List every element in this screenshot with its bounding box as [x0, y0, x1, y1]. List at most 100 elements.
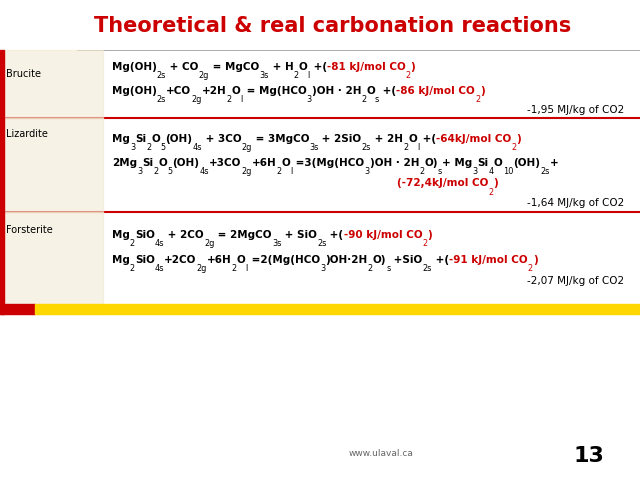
Text: O: O [151, 133, 160, 144]
Text: -86 kJ/mol CO: -86 kJ/mol CO [396, 85, 475, 96]
Text: www.ulaval.ca: www.ulaval.ca [348, 449, 413, 458]
Text: -81 kJ/mol CO: -81 kJ/mol CO [326, 61, 405, 72]
Text: SiO: SiO [135, 254, 155, 264]
Text: + SiO: + SiO [281, 229, 317, 240]
Text: 2g: 2g [241, 143, 252, 152]
Text: 2: 2 [130, 264, 135, 273]
Text: O: O [282, 157, 291, 168]
Bar [4, 50, 103, 118]
Text: 3: 3 [365, 167, 370, 176]
Text: 2s: 2s [157, 71, 166, 80]
Text: (OH): (OH) [165, 133, 192, 144]
Text: 2s: 2s [540, 167, 549, 176]
Text: ): ) [533, 254, 538, 264]
Text: 5: 5 [167, 167, 172, 176]
Text: -1,64 MJ/kg of CO2: -1,64 MJ/kg of CO2 [527, 198, 624, 207]
Text: +CO: +CO [166, 85, 191, 96]
Text: -90 kJ/mol CO: -90 kJ/mol CO [344, 229, 422, 240]
Text: 13: 13 [573, 446, 604, 466]
Bar [4, 212, 103, 314]
Text: + 3CO: + 3CO [202, 133, 241, 144]
Text: 2: 2 [475, 95, 480, 104]
Text: 2: 2 [146, 143, 151, 152]
Text: +(: +( [432, 254, 449, 264]
Text: Si: Si [477, 157, 488, 168]
Text: l: l [246, 264, 248, 273]
Text: 2: 2 [422, 239, 428, 248]
Text: O): O) [424, 157, 438, 168]
Text: O: O [237, 254, 246, 264]
Text: SiO: SiO [135, 229, 155, 240]
Text: 3s: 3s [259, 71, 269, 80]
Text: 2: 2 [403, 143, 408, 152]
Text: ): ) [428, 229, 432, 240]
Text: 2: 2 [154, 167, 159, 176]
Text: 2: 2 [488, 188, 493, 197]
Text: 2g: 2g [241, 167, 252, 176]
Text: O: O [366, 85, 375, 96]
Text: -2,07 MJ/kg of CO2: -2,07 MJ/kg of CO2 [527, 276, 624, 286]
Bar [0, 304, 35, 314]
Text: 3: 3 [137, 167, 142, 176]
Text: + Mg: + Mg [442, 157, 472, 168]
Text: Mg(OH): Mg(OH) [112, 85, 157, 96]
Text: )OH · 2H: )OH · 2H [312, 85, 361, 96]
Bar [4, 118, 103, 212]
Text: Lizardite: Lizardite [6, 130, 48, 139]
Text: +(: +( [326, 229, 344, 240]
Text: -1,95 MJ/kg of CO2: -1,95 MJ/kg of CO2 [527, 106, 624, 115]
Text: 2s: 2s [157, 95, 166, 104]
Text: 3s: 3s [272, 239, 281, 248]
Text: = 3MgCO: = 3MgCO [252, 133, 309, 144]
Text: + 2SiO: + 2SiO [319, 133, 362, 144]
Text: 3: 3 [307, 95, 312, 104]
Bar [0, 212, 4, 314]
Text: 4s: 4s [155, 264, 164, 273]
Text: = Mg(HCO: = Mg(HCO [243, 85, 307, 96]
Text: (-72,4kJ/mol CO: (-72,4kJ/mol CO [397, 178, 488, 188]
Text: ): ) [493, 178, 498, 188]
Text: +2CO: +2CO [164, 254, 196, 264]
Text: Si: Si [142, 157, 154, 168]
Text: O: O [298, 61, 307, 72]
Text: O: O [232, 85, 241, 96]
Text: ): ) [410, 61, 415, 72]
Text: 2: 2 [405, 71, 410, 80]
Text: +3CO: +3CO [209, 157, 241, 168]
Text: s: s [438, 167, 442, 176]
Text: 4s: 4s [200, 167, 209, 176]
Text: Forsterite: Forsterite [6, 226, 53, 235]
Text: 2g: 2g [196, 264, 207, 273]
Text: 4s: 4s [192, 143, 202, 152]
Text: Mg: Mg [112, 254, 130, 264]
Text: +: + [549, 157, 558, 168]
Text: s: s [386, 264, 390, 273]
Text: 2: 2 [227, 95, 232, 104]
Bar [35, 304, 640, 314]
Text: 2: 2 [361, 95, 366, 104]
Text: )OH·2H: )OH·2H [325, 254, 367, 264]
Text: + H: + H [269, 61, 293, 72]
Text: 3s: 3s [309, 143, 319, 152]
Text: = 2MgCO: = 2MgCO [214, 229, 272, 240]
Text: 3: 3 [472, 167, 477, 176]
Text: +6H: +6H [252, 157, 276, 168]
Text: 2: 2 [130, 239, 135, 248]
Text: 10: 10 [502, 167, 513, 176]
Text: +(: +( [379, 85, 396, 96]
Text: (OH): (OH) [513, 157, 540, 168]
Text: +(: +( [419, 133, 436, 144]
Bar [0, 50, 4, 118]
Text: +2H: +2H [202, 85, 227, 96]
Text: 2s: 2s [362, 143, 371, 152]
Text: 2: 2 [511, 143, 516, 152]
Text: Mg(OH): Mg(OH) [112, 61, 157, 72]
Text: +(: +( [310, 61, 326, 72]
Text: l: l [307, 71, 310, 80]
Text: 2g: 2g [198, 71, 209, 80]
Text: Si: Si [135, 133, 146, 144]
Text: 3: 3 [320, 264, 325, 273]
Text: Brucite: Brucite [6, 70, 42, 79]
Text: 2: 2 [528, 264, 533, 273]
Text: 2Mg: 2Mg [112, 157, 137, 168]
